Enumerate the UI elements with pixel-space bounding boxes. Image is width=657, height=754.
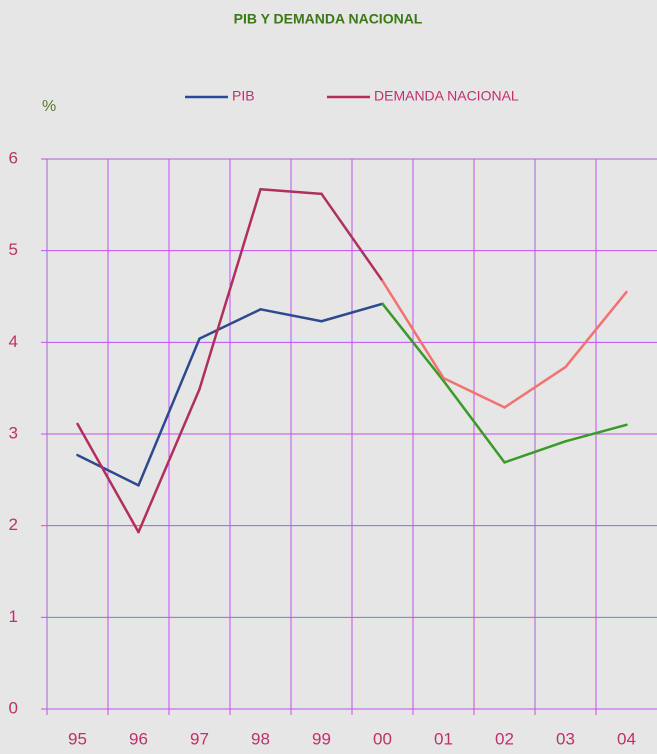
line-segment [198,188,262,391]
y-tick-label: 3 [9,423,18,442]
line-segment [198,308,262,340]
line-segment [259,188,323,196]
x-tick-label: 99 [312,729,331,748]
line-segment [381,279,445,380]
y-tick-label: 4 [9,332,18,351]
y-tick-label: 2 [9,515,18,534]
y-tick-label: 0 [9,698,18,717]
line-segment [503,365,567,409]
x-tick-label: 97 [190,729,209,748]
x-tick-label: 03 [556,729,575,748]
line-segment [137,337,201,487]
x-tick-label: 00 [373,729,392,748]
legend-label: DEMANDA NACIONAL [374,88,519,104]
y-tick-label: 6 [9,148,18,167]
line-segment [76,453,140,487]
legend-label: PIB [232,88,255,104]
y-tick-label: 1 [9,607,18,626]
line-segment [259,308,323,323]
x-tick-label: 04 [617,729,636,748]
x-tick-label: 96 [129,729,148,748]
line-segment [564,290,628,369]
y-tick-label: 5 [9,240,18,259]
line-segment [76,422,140,534]
chart-title: PIB Y DEMANDA NACIONAL [234,11,423,27]
line-segment [564,423,628,443]
x-tick-label: 02 [495,729,514,748]
x-tick-label: 95 [68,729,87,748]
y-axis-label: % [42,98,56,115]
line-segment [442,376,506,409]
x-tick-label: 01 [434,729,453,748]
line-segment [320,192,384,283]
x-tick-label: 98 [251,729,270,748]
line-segment [381,302,445,383]
line-segment [137,387,201,534]
line-segment [503,440,567,464]
line-segment [442,379,506,464]
line-segment [320,302,384,323]
